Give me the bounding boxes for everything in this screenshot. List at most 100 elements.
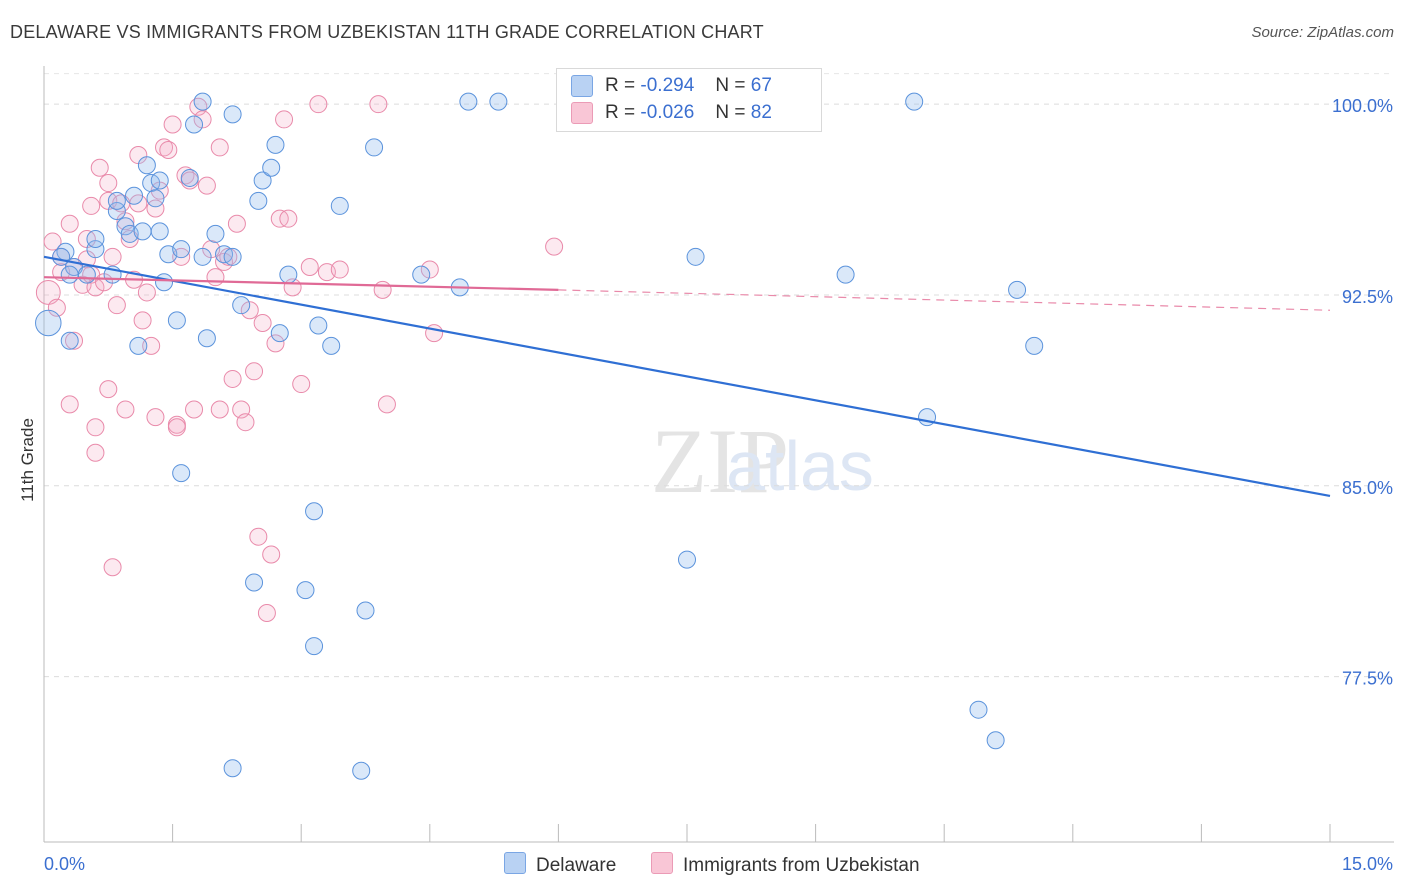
source-label: Source: ZipAtlas.com (1251, 24, 1394, 41)
uzbekistan-trend-extension (558, 289, 1331, 311)
delaware-point (905, 92, 924, 111)
delaware-point (107, 202, 126, 221)
delaware-point (1025, 336, 1044, 355)
uzbekistan-point (193, 110, 212, 129)
uzbekistan-point (86, 418, 105, 437)
legend-r-label: R = (605, 102, 636, 124)
delaware-point (352, 761, 371, 780)
uzbekistan-point (116, 400, 135, 419)
y-tick-label: 92.5% (1342, 287, 1393, 307)
uzbekistan-point (60, 214, 79, 233)
delaware-point (193, 92, 212, 111)
x-tick-label: 15.0% (1342, 854, 1393, 874)
uzbekistan-point (206, 268, 225, 287)
delaware-point (60, 265, 79, 284)
uzbekistan-point (146, 199, 165, 218)
delaware-point (107, 191, 126, 210)
delaware-point (1008, 280, 1027, 299)
uzbekistan-point (99, 174, 118, 193)
uzbekistan-point (103, 558, 122, 577)
delaware-point (356, 601, 375, 620)
delaware-point (232, 296, 251, 315)
uzbekistan-point (275, 110, 294, 129)
delaware-point (197, 329, 216, 348)
uzbekistan-point (369, 95, 388, 114)
uzbekistan-point (223, 369, 242, 388)
watermark-atlas: atlas (726, 427, 874, 505)
uzbekistan-point (236, 413, 255, 432)
legend-row-delaware: R = -0.294 N = 67 (571, 75, 772, 99)
tick-labels: 100.0% 92.5% 85.0% 77.5% 0.0% 15.0% (44, 96, 1393, 874)
uzbekistan-point (65, 331, 84, 350)
legend-n-value: 67 (750, 75, 772, 97)
delaware-point (986, 731, 1005, 750)
uzbekistan-point (107, 296, 126, 315)
delaware-point (489, 92, 508, 111)
uzbekistan-point (35, 280, 61, 305)
uzbekistan-point (545, 237, 564, 256)
delaware-point (678, 550, 696, 569)
delaware-legend-label: Delaware (536, 855, 617, 876)
uzbekistan-point (133, 311, 152, 330)
uzbekistan-point (90, 158, 109, 177)
delaware-point (309, 316, 328, 335)
delaware-point (412, 265, 431, 284)
legend-r-value: -0.294 (640, 75, 695, 97)
uzbekistan-point (60, 395, 79, 414)
delaware-trend-line (43, 255, 1331, 498)
delaware-point (262, 158, 281, 177)
uzbekistan-point (146, 408, 165, 427)
uzbekistan-swatch (571, 102, 593, 124)
delaware-legend-swatch (504, 852, 526, 874)
delaware-point (330, 196, 349, 215)
data-points (35, 92, 1044, 780)
y-tick-label: 85.0% (1342, 478, 1393, 498)
delaware-point (155, 273, 174, 292)
chart-title: DELAWARE VS IMMIGRANTS FROM UZBEKISTAN 1… (10, 22, 764, 42)
legend-n-label: N = (715, 102, 746, 124)
delaware-point (129, 336, 148, 355)
axes (43, 66, 1394, 843)
uzbekistan-point (420, 260, 439, 279)
delaware-point (270, 324, 289, 343)
uzbekistan-point (279, 209, 298, 228)
uzbekistan-point (227, 214, 246, 233)
delaware-point (459, 92, 478, 111)
delaware-point (150, 171, 169, 190)
uzbekistan-point (142, 336, 161, 355)
delaware-point (686, 247, 705, 266)
legend-n-label: N = (715, 75, 746, 97)
uzbekistan-point (185, 400, 204, 419)
delaware-point (133, 222, 152, 241)
uzbekistan-point (159, 140, 178, 159)
uzbekistan-point (163, 115, 182, 134)
uzbekistan-point (167, 418, 186, 437)
uzbekistan-point (249, 527, 268, 546)
delaware-point (223, 105, 242, 124)
uzbekistan-point (43, 232, 62, 251)
delaware-point (223, 759, 242, 778)
delaware-point (266, 135, 285, 154)
delaware-point (185, 115, 204, 134)
delaware-point (193, 247, 212, 266)
delaware-point (146, 189, 165, 208)
delaware-point (253, 171, 272, 190)
delaware-point (167, 311, 186, 330)
delaware-point (836, 265, 855, 284)
delaware-point (969, 700, 988, 719)
bottom-legend-uzbekistan: Immigrants from Uzbekistan (651, 852, 920, 877)
y-tick-label: 100.0% (1332, 96, 1393, 116)
delaware-point (172, 240, 191, 259)
uzbekistan-point (103, 247, 122, 266)
delaware-point (305, 637, 324, 656)
delaware-swatch (571, 75, 593, 97)
delaware-point (249, 191, 268, 210)
delaware-point (223, 247, 242, 266)
delaware-point (137, 156, 156, 175)
uzbekistan-point (309, 95, 328, 114)
delaware-point (86, 230, 105, 249)
delaware-point (125, 186, 144, 205)
uzbekistan-legend-label: Immigrants from Uzbekistan (683, 855, 920, 876)
uzbekistan-point (330, 260, 349, 279)
